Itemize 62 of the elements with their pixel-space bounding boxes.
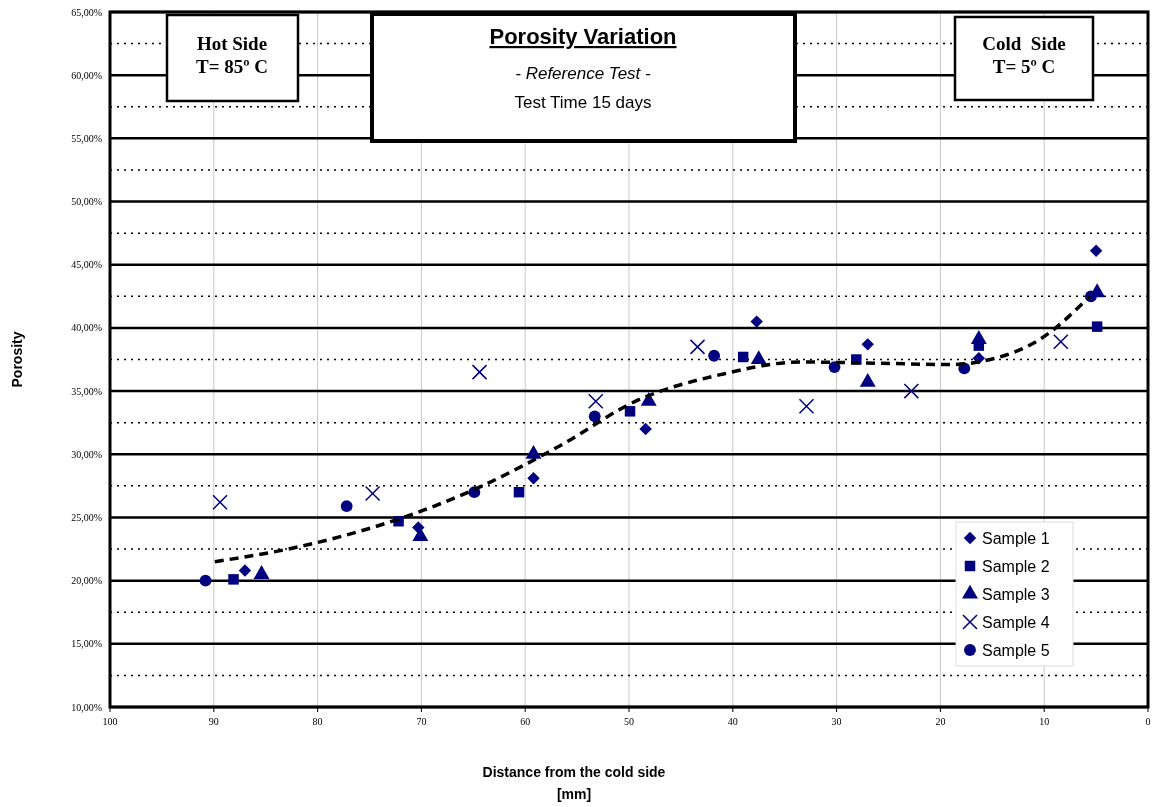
point — [513, 486, 525, 498]
x-tick-label: 90 — [208, 716, 219, 727]
x-tick-label: 100 — [102, 716, 118, 727]
annotation: Hot Side T= 85º C — [196, 33, 268, 77]
point — [639, 422, 652, 436]
y-tick-label: 20,00% — [71, 575, 102, 587]
y-tick-label: 50,00% — [71, 196, 102, 208]
point — [1091, 321, 1103, 332]
x-tick-label: 0 — [1145, 716, 1151, 727]
y-tick-label: 60,00% — [71, 69, 102, 81]
legend-label: Sample 5 — [982, 641, 1050, 659]
y-tick-label: 15,00% — [71, 638, 102, 650]
x-tick-label: 40 — [727, 716, 738, 727]
point — [1053, 334, 1069, 350]
point — [903, 383, 920, 399]
point — [471, 364, 488, 380]
point — [228, 574, 239, 585]
x-tick-label: 80 — [312, 716, 323, 727]
point — [212, 494, 228, 511]
y-tick-label: 65,00% — [71, 6, 102, 18]
point — [238, 564, 252, 577]
point — [624, 406, 636, 417]
x-tick-label: 30 — [831, 716, 842, 727]
legend-label: Sample 4 — [982, 613, 1050, 631]
text: - Reference Test - — [515, 64, 652, 83]
point — [588, 393, 604, 409]
x-axis-title: Distance from the cold side [mm] — [482, 764, 666, 802]
point — [750, 315, 763, 328]
annotation: Cold Side T= 5º C — [982, 33, 1066, 77]
point — [861, 338, 874, 351]
point — [199, 574, 212, 587]
point — [340, 500, 353, 512]
y-tick-label: 25,00% — [71, 511, 102, 523]
x-tick-label: 10 — [1039, 716, 1050, 727]
y-tick-label: 40,00% — [71, 322, 102, 334]
y-axis-title: Porosity — [9, 331, 25, 388]
x-tick-label: 60 — [520, 716, 531, 727]
legend-label: Sample 3 — [982, 585, 1050, 603]
cold-side-text-box: Cold Side T= 5º C — [953, 15, 1095, 102]
y-tick-label: 45,00% — [71, 259, 102, 271]
x-tick-label: 50 — [624, 716, 634, 727]
x-tick-label: 70 — [416, 716, 427, 727]
x-tick-label: 20 — [935, 716, 946, 727]
point — [828, 361, 841, 373]
legend-label: Sample 1 — [982, 529, 1050, 547]
point — [737, 351, 749, 363]
point — [527, 472, 540, 485]
y-tick-label: 10,00% — [71, 701, 102, 713]
point — [1089, 244, 1103, 258]
y-tick-label: 30,00% — [71, 448, 102, 460]
point — [708, 349, 721, 362]
point — [750, 350, 767, 365]
hot-side-text-box: Hot Side T= 85º C — [165, 13, 300, 103]
annotation: Test Time 15 days — [514, 93, 652, 112]
legend-label: Sample 2 — [982, 557, 1050, 575]
y-tick-label: 35,00% — [71, 385, 102, 397]
point — [689, 339, 706, 355]
point — [798, 398, 815, 415]
y-tick-label: 55,00% — [71, 132, 102, 144]
text: Porosity Variation — [489, 24, 677, 49]
point — [588, 410, 601, 423]
point — [364, 485, 381, 502]
